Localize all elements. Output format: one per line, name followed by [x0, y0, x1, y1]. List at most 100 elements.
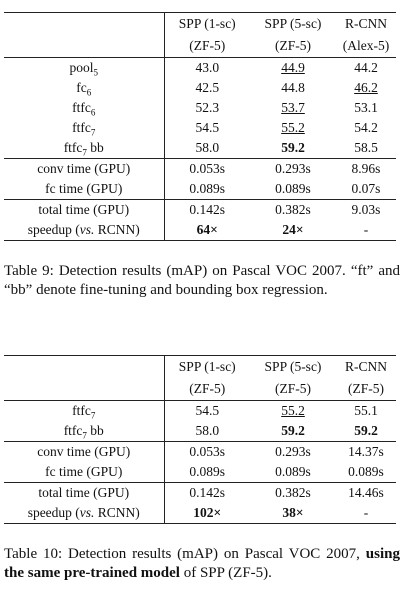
- cell: 0.089s: [189, 181, 226, 196]
- label-text: pool: [69, 60, 94, 75]
- label-text: ftfc: [63, 140, 83, 155]
- header-cell: [4, 378, 165, 401]
- row: ftfc7 54.5 55.2 55.1: [4, 400, 396, 421]
- label-text: total time (GPU): [38, 202, 130, 217]
- cell: 42.5: [195, 80, 220, 95]
- cell: 58.0: [195, 423, 220, 438]
- row-label: conv time (GPU): [4, 441, 165, 462]
- cell: 24×: [282, 222, 304, 237]
- label-text: speedup (: [27, 222, 80, 237]
- row-label: total time (GPU): [4, 482, 165, 503]
- label-subscript: 6: [86, 87, 92, 98]
- label-text: speedup (: [27, 505, 80, 520]
- column-header: SPP (5-sc): [250, 355, 336, 378]
- row: speedup (vs. RCNN) 102× 38× -: [4, 503, 396, 524]
- label-subscript: 7: [90, 410, 96, 421]
- row-label: fc time (GPU): [4, 179, 165, 200]
- label-text: ftfc: [72, 120, 91, 135]
- cell: 9.03s: [336, 199, 396, 220]
- cell: 44.8: [281, 80, 305, 95]
- row-label: ftfc7 bb: [4, 421, 165, 442]
- column-header: (ZF-5): [275, 38, 311, 53]
- column-header: R-CNN: [336, 355, 396, 378]
- row: fc time (GPU) 0.089s 0.089s 0.07s: [4, 179, 396, 200]
- caption: Table 9: Detection results (mAP) on Pasc…: [4, 262, 400, 300]
- header-row: SPP (1-sc) SPP (5-sc) R-CNN: [4, 355, 396, 378]
- cell: 53.1: [354, 100, 378, 115]
- caption-text: Table 9: Detection results (mAP) on Pasc…: [4, 263, 400, 298]
- label-text: conv time (GPU): [37, 161, 131, 176]
- row-label: fc6: [4, 78, 165, 98]
- cell: 8.96s: [336, 158, 396, 179]
- label-subscript: 5: [93, 67, 99, 78]
- row: ftfc7 bb 58.0 59.2 59.2: [4, 421, 396, 442]
- cell: 0.07s: [351, 181, 381, 196]
- row: ftfc7 54.5 55.2 54.2: [4, 118, 396, 138]
- cell: 14.46s: [336, 482, 396, 503]
- cell: 58.0: [195, 140, 220, 155]
- label-text: fc: [76, 80, 87, 95]
- row-label: ftfc7: [4, 400, 165, 421]
- cell: 0.382s: [250, 482, 336, 503]
- row-label: fc time (GPU): [4, 462, 165, 483]
- cell: 54.2: [354, 120, 378, 135]
- row: fc6 42.5 44.8 46.2: [4, 78, 396, 98]
- cell: 14.37s: [336, 441, 396, 462]
- label-suffix: bb: [86, 423, 104, 438]
- row-label: ftfc7: [4, 118, 165, 138]
- table: SPP (1-sc) SPP (5-sc) R-CNN (ZF-5) (ZF-5) (Al…: [4, 12, 396, 241]
- label-suffix: RCNN): [94, 222, 140, 237]
- header-row: SPP (1-sc) SPP (5-sc) R-CNN: [4, 12, 396, 35]
- cell: 59.2: [281, 423, 305, 438]
- row-label: ftfc6: [4, 98, 165, 118]
- cell: 54.5: [195, 120, 220, 135]
- label-italic: vs.: [79, 222, 95, 237]
- row: conv time (GPU) 0.053s 0.293s 14.37s: [4, 441, 396, 462]
- cell: 38×: [282, 505, 304, 520]
- cell: 52.3: [195, 100, 220, 115]
- cell: 0.382s: [250, 199, 336, 220]
- cell: 58.5: [354, 140, 378, 155]
- column-header: (ZF-5): [275, 381, 311, 396]
- cell: 0.089s: [275, 181, 311, 196]
- cell: 46.2: [354, 80, 378, 95]
- label-text: fc time (GPU): [45, 464, 123, 479]
- cell: -: [363, 222, 369, 237]
- label-text: fc time (GPU): [45, 181, 123, 196]
- label-text: ftfc: [63, 423, 83, 438]
- label-subscript: 6: [90, 107, 96, 118]
- column-header: SPP (5-sc): [250, 12, 336, 35]
- label-subscript: 7: [82, 147, 87, 158]
- cell: 0.053s: [164, 441, 250, 462]
- cell: 55.2: [250, 400, 336, 421]
- cell: 102×: [193, 505, 222, 520]
- label-subscript: 7: [82, 430, 87, 441]
- cell: 59.2: [354, 423, 378, 438]
- row: fc time (GPU) 0.089s 0.089s 0.089s: [4, 462, 396, 483]
- row-label: conv time (GPU): [4, 158, 165, 179]
- cell: 0.142s: [164, 482, 250, 503]
- column-header: R-CNN: [336, 12, 396, 35]
- caption-bold: using the same pre-trained model: [4, 546, 400, 581]
- cell: 0.293s: [250, 441, 336, 462]
- caption-text: Table 10: Detection results (mAP) on Pas…: [4, 546, 366, 562]
- row-label: pool5: [4, 57, 165, 78]
- caption: Table 10: Detection results (mAP) on Pas…: [4, 545, 400, 583]
- row: total time (GPU) 0.142s 0.382s 9.03s: [4, 199, 396, 220]
- caption-suffix: of SPP (ZF-5).: [179, 565, 272, 581]
- column-header: (ZF-5): [348, 381, 384, 396]
- label-text: total time (GPU): [38, 485, 130, 500]
- label-subscript: 7: [90, 127, 96, 138]
- cell: 0.142s: [164, 199, 250, 220]
- cell: 43.0: [164, 57, 250, 78]
- label-text: ftfc: [72, 403, 91, 418]
- cell: 64×: [196, 222, 218, 237]
- row-label: total time (GPU): [4, 199, 165, 220]
- row: pool5 43.0 44.9 44.2: [4, 57, 396, 78]
- cell: 0.089s: [348, 464, 384, 479]
- cell: 0.053s: [164, 158, 250, 179]
- cell: -: [363, 505, 369, 520]
- cell: 53.7: [281, 100, 305, 115]
- column-header: (Alex-5): [342, 38, 390, 53]
